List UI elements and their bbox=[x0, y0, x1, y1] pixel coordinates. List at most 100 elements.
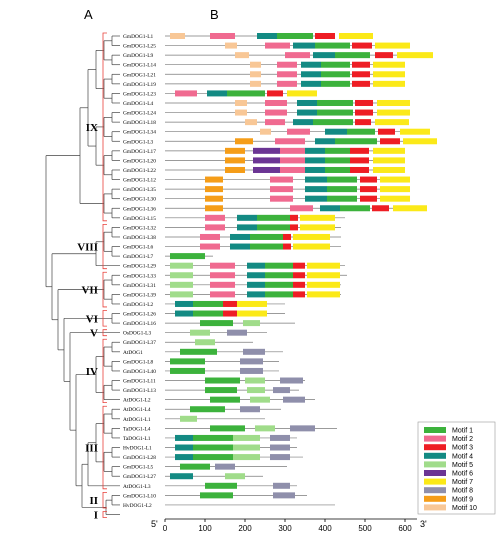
motif-8-box bbox=[215, 463, 235, 470]
motif-3-box bbox=[360, 195, 377, 202]
legend-swatch bbox=[424, 470, 446, 476]
motif-2-box bbox=[275, 138, 305, 145]
motif-3-box bbox=[290, 224, 298, 231]
motif-4-box bbox=[247, 281, 265, 288]
motif-3-box bbox=[315, 33, 335, 39]
motif-7-box bbox=[307, 281, 340, 288]
motif-1-box bbox=[180, 463, 210, 470]
gene-label: AtDOG1-L3 bbox=[123, 484, 151, 490]
motif-10-box bbox=[235, 52, 249, 59]
motif-2-box bbox=[265, 42, 290, 49]
motif-9-box bbox=[205, 205, 223, 212]
motif-3-box bbox=[355, 99, 373, 106]
motif-8-box bbox=[227, 329, 247, 336]
motif-3-box bbox=[293, 281, 305, 288]
motif-4-box bbox=[293, 119, 313, 126]
motif-10-box bbox=[250, 71, 261, 78]
motif-4-box bbox=[305, 176, 327, 183]
motif-4-box bbox=[301, 61, 321, 68]
motif-1-box bbox=[170, 358, 205, 365]
axis-tick-label: 500 bbox=[358, 524, 372, 533]
gene-structure-row bbox=[165, 482, 297, 489]
gene-label: GmDOG1-L35 bbox=[123, 187, 156, 193]
motif-9-box bbox=[235, 138, 253, 145]
gene-structure-row bbox=[165, 291, 341, 298]
motif-4-box bbox=[207, 90, 227, 97]
motif-8-box bbox=[243, 348, 265, 355]
motif-1-box bbox=[190, 406, 225, 413]
gene-structure-row bbox=[165, 434, 297, 441]
gene-structure-row bbox=[165, 224, 341, 231]
motif-1-box bbox=[193, 434, 233, 441]
gene-label: OsDOG1-L3 bbox=[123, 331, 151, 337]
motif-1-box bbox=[193, 310, 223, 317]
motif-1-box bbox=[200, 320, 233, 327]
gene-label: GmDOG1-L38 bbox=[123, 235, 156, 241]
motif-7-box bbox=[293, 243, 330, 250]
motif-4-box bbox=[175, 454, 193, 461]
motif-8-box bbox=[273, 492, 295, 499]
motif-5-box bbox=[233, 434, 260, 441]
group-label: VI bbox=[86, 313, 98, 325]
motif-1-box bbox=[313, 119, 353, 126]
motif-7-box bbox=[237, 300, 267, 307]
motif-1-box bbox=[325, 147, 350, 154]
motif-5-box bbox=[170, 291, 193, 298]
gene-structure-row bbox=[165, 339, 253, 346]
motif-2-box bbox=[277, 80, 297, 87]
motif-3-box bbox=[380, 138, 400, 145]
motif-5-box bbox=[170, 281, 193, 288]
motif-1-box bbox=[265, 272, 293, 279]
gene-label: GmDOG1-L6 bbox=[123, 245, 154, 251]
motif-10-box bbox=[225, 42, 237, 49]
gene-structure-row bbox=[165, 377, 305, 384]
gene-structure-row bbox=[165, 387, 299, 394]
motif-10-box bbox=[250, 61, 261, 68]
motif-3-box bbox=[293, 291, 305, 298]
motif-2-box bbox=[287, 128, 310, 135]
motif-4-box bbox=[305, 147, 325, 154]
gene-structure-row bbox=[165, 444, 297, 451]
gene-label: GmDOG1-L32 bbox=[123, 225, 156, 231]
motif-7-box bbox=[380, 186, 410, 193]
gene-structure-row bbox=[165, 320, 295, 327]
motif-4-box bbox=[305, 195, 327, 202]
motif-7-box bbox=[375, 42, 410, 49]
motif-7-box bbox=[397, 52, 433, 59]
gene-structure-row bbox=[165, 473, 263, 480]
motif-5-box bbox=[190, 329, 210, 336]
gene-structure-row bbox=[165, 492, 307, 499]
five-prime-label: 5' bbox=[151, 519, 158, 529]
gene-label: GmDOG1-L2 bbox=[123, 302, 154, 308]
gene-label: GmDOG1-L10 bbox=[123, 493, 156, 499]
motif-7-box bbox=[373, 80, 405, 87]
axis-ticks: 0 100 200 300 400 500 600 bbox=[163, 519, 412, 533]
motif-1-box bbox=[193, 300, 223, 307]
motif-4-box bbox=[170, 473, 193, 480]
length-axis: 0 100 200 300 400 500 600 5' 3' bbox=[151, 518, 427, 533]
gene-label: GmDOG1-L30 bbox=[123, 197, 156, 203]
motif-10-box bbox=[250, 80, 261, 87]
motif-1-box bbox=[170, 367, 205, 374]
motif-3-box bbox=[223, 310, 237, 317]
motif-4-box bbox=[247, 262, 265, 269]
motif-4-box bbox=[175, 310, 193, 317]
motif-3-box bbox=[372, 205, 389, 212]
axis-tick-label: 400 bbox=[318, 524, 332, 533]
gene-structure-row bbox=[165, 463, 287, 470]
gene-structure-row bbox=[165, 262, 345, 269]
motif-4-box bbox=[305, 186, 327, 193]
motif-4-box bbox=[175, 300, 193, 307]
gene-structure-row bbox=[165, 214, 345, 221]
gene-label: GmDOG1-L40 bbox=[123, 369, 156, 375]
motif-1-box bbox=[200, 492, 233, 499]
motif-5-box bbox=[170, 262, 193, 269]
motif-8-box bbox=[273, 387, 290, 394]
motif-7-box bbox=[377, 109, 410, 116]
gene-label: GmDOG1-L19 bbox=[123, 82, 156, 88]
motif-1-box bbox=[321, 61, 350, 68]
gene-label: GmDOG1-L11 bbox=[123, 379, 156, 385]
gene-label: GmDOG1-L8 bbox=[123, 359, 154, 365]
motif-3-box bbox=[360, 176, 377, 183]
group-bracket bbox=[102, 511, 107, 518]
